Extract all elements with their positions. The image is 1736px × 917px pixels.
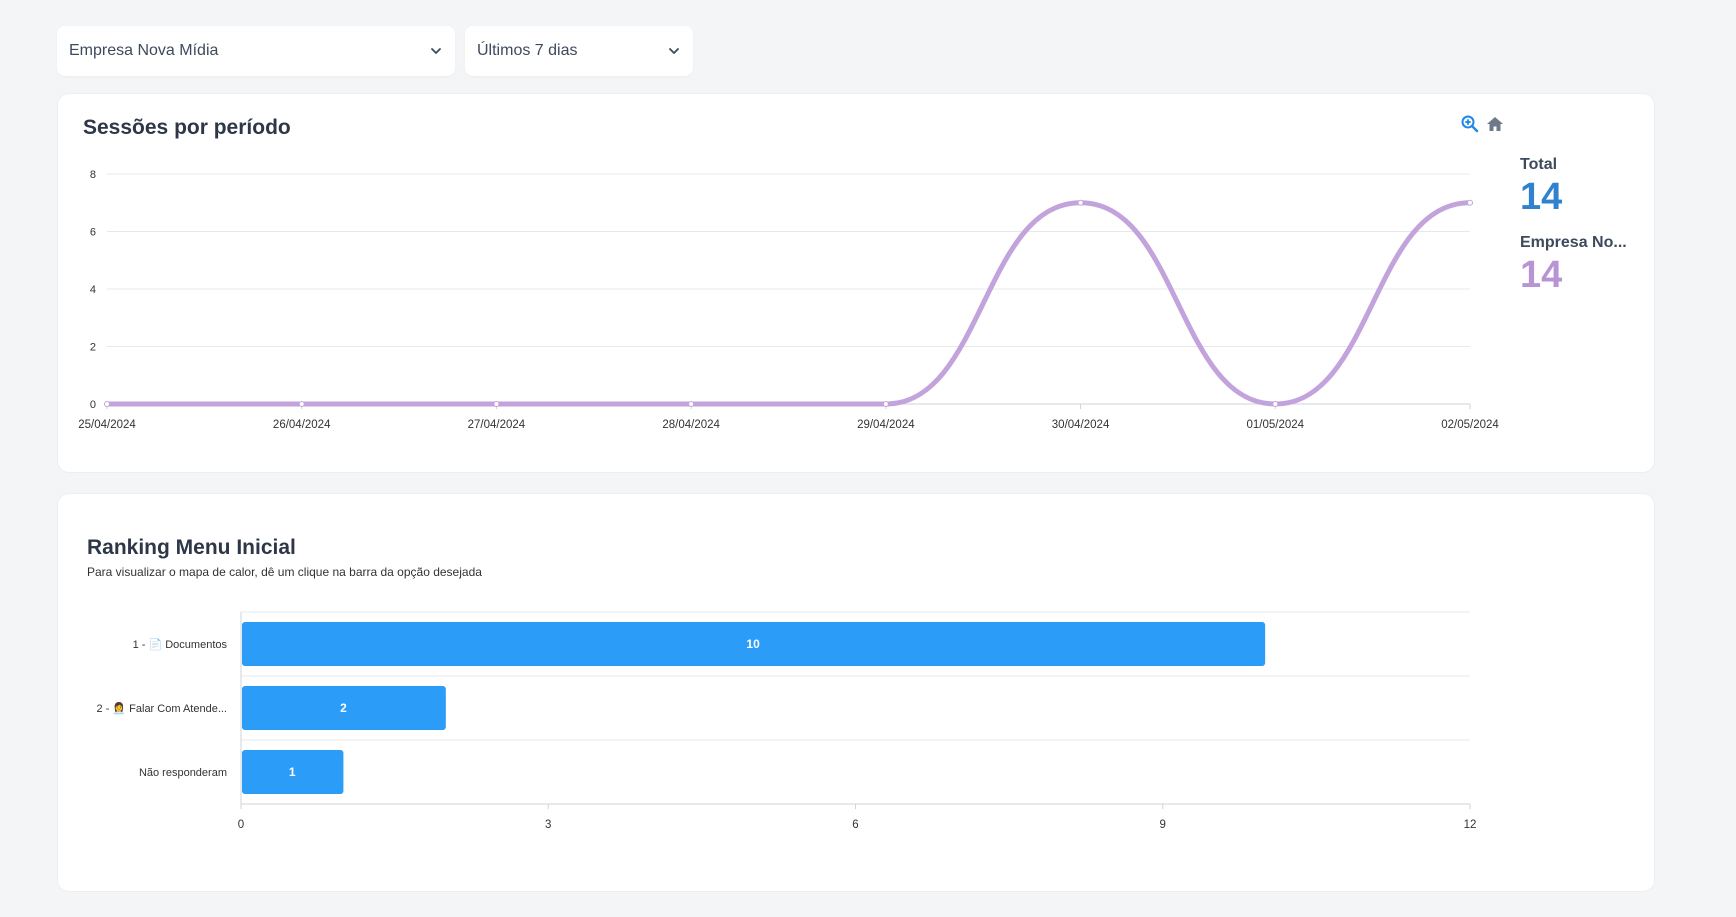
x-tick-label: 27/04/2024 xyxy=(468,419,526,431)
bar-category-label: Não responderam xyxy=(139,767,227,779)
company-select-value: Empresa Nova Mídia xyxy=(69,42,219,59)
bar-category-label: 2 - 👩‍💼 Falar Com Atende... xyxy=(97,702,227,715)
ranking-card: Ranking Menu Inicial Para visualizar o m… xyxy=(57,493,1655,892)
y-tick-label: 4 xyxy=(90,284,96,296)
sessions-card: Sessões por período Total 14 Empresa No.… xyxy=(57,93,1655,473)
period-select[interactable]: Últimos 7 dias xyxy=(465,26,693,76)
data-point[interactable] xyxy=(1272,401,1279,407)
home-icon[interactable] xyxy=(1485,114,1505,134)
x-tick-label: 3 xyxy=(545,819,551,831)
x-tick-label: 6 xyxy=(852,819,858,831)
x-tick-label: 26/04/2024 xyxy=(273,419,331,431)
period-select-value: Últimos 7 dias xyxy=(477,42,578,59)
x-tick-label: 28/04/2024 xyxy=(662,419,720,431)
series-line xyxy=(104,200,1473,407)
ranking-bar-chart[interactable]: 0 3 6 9 12 10 1 - 📄 Documentos 2 2 - 👩‍💼 Falar C… xyxy=(58,494,1558,874)
x-tick-label: 29/04/2024 xyxy=(857,419,915,431)
ranking-title: Ranking Menu Inicial xyxy=(87,536,296,559)
sessions-line-chart: 0 2 4 6 8 25/04/2024 26/04/2024 27/04/2024 28/04… xyxy=(78,169,1499,431)
x-tick-label: 25/04/2024 xyxy=(78,419,136,431)
data-point[interactable] xyxy=(493,401,500,407)
bar-category-label: 1 - 📄 Documentos xyxy=(133,638,228,651)
bar[interactable] xyxy=(242,622,1266,666)
y-tick-label: 2 xyxy=(90,342,96,354)
data-point[interactable] xyxy=(688,401,695,407)
chevron-down-icon xyxy=(431,48,441,54)
company-select[interactable]: Empresa Nova Mídia xyxy=(57,26,455,76)
data-point[interactable] xyxy=(298,401,305,407)
bar-value-label: 10 xyxy=(746,637,760,651)
bar[interactable] xyxy=(242,686,446,730)
x-tick-label: 30/04/2024 xyxy=(1052,419,1110,431)
legend-total-value: 14 xyxy=(1520,176,1563,218)
y-tick-label: 8 xyxy=(90,169,96,181)
x-tick-label: 0 xyxy=(238,819,244,831)
ranking-subtitle: Para visualizar o mapa de calor, dê um c… xyxy=(87,565,482,579)
data-point[interactable] xyxy=(1467,199,1473,206)
x-tick-label: 01/05/2024 xyxy=(1247,419,1305,431)
bar[interactable] xyxy=(242,750,344,794)
x-tick-label: 12 xyxy=(1464,819,1477,831)
bar-value-label: 1 xyxy=(289,765,296,779)
chevron-down-icon xyxy=(669,48,679,54)
y-tick-label: 0 xyxy=(90,399,96,411)
data-point[interactable] xyxy=(1077,199,1084,206)
data-point[interactable] xyxy=(104,401,110,407)
legend-total-label: Total xyxy=(1520,156,1558,173)
legend-company-value: 14 xyxy=(1520,254,1563,296)
bar-value-label: 2 xyxy=(340,701,347,715)
data-point[interactable] xyxy=(882,401,889,407)
zoom-in-icon[interactable] xyxy=(1460,114,1480,134)
sessions-title: Sessões por período xyxy=(83,116,291,139)
x-tick-label: 02/05/2024 xyxy=(1441,419,1499,431)
x-tick-label: 9 xyxy=(1160,819,1166,831)
legend-company-label: Empresa No... xyxy=(1520,234,1627,251)
y-tick-label: 6 xyxy=(90,227,96,239)
